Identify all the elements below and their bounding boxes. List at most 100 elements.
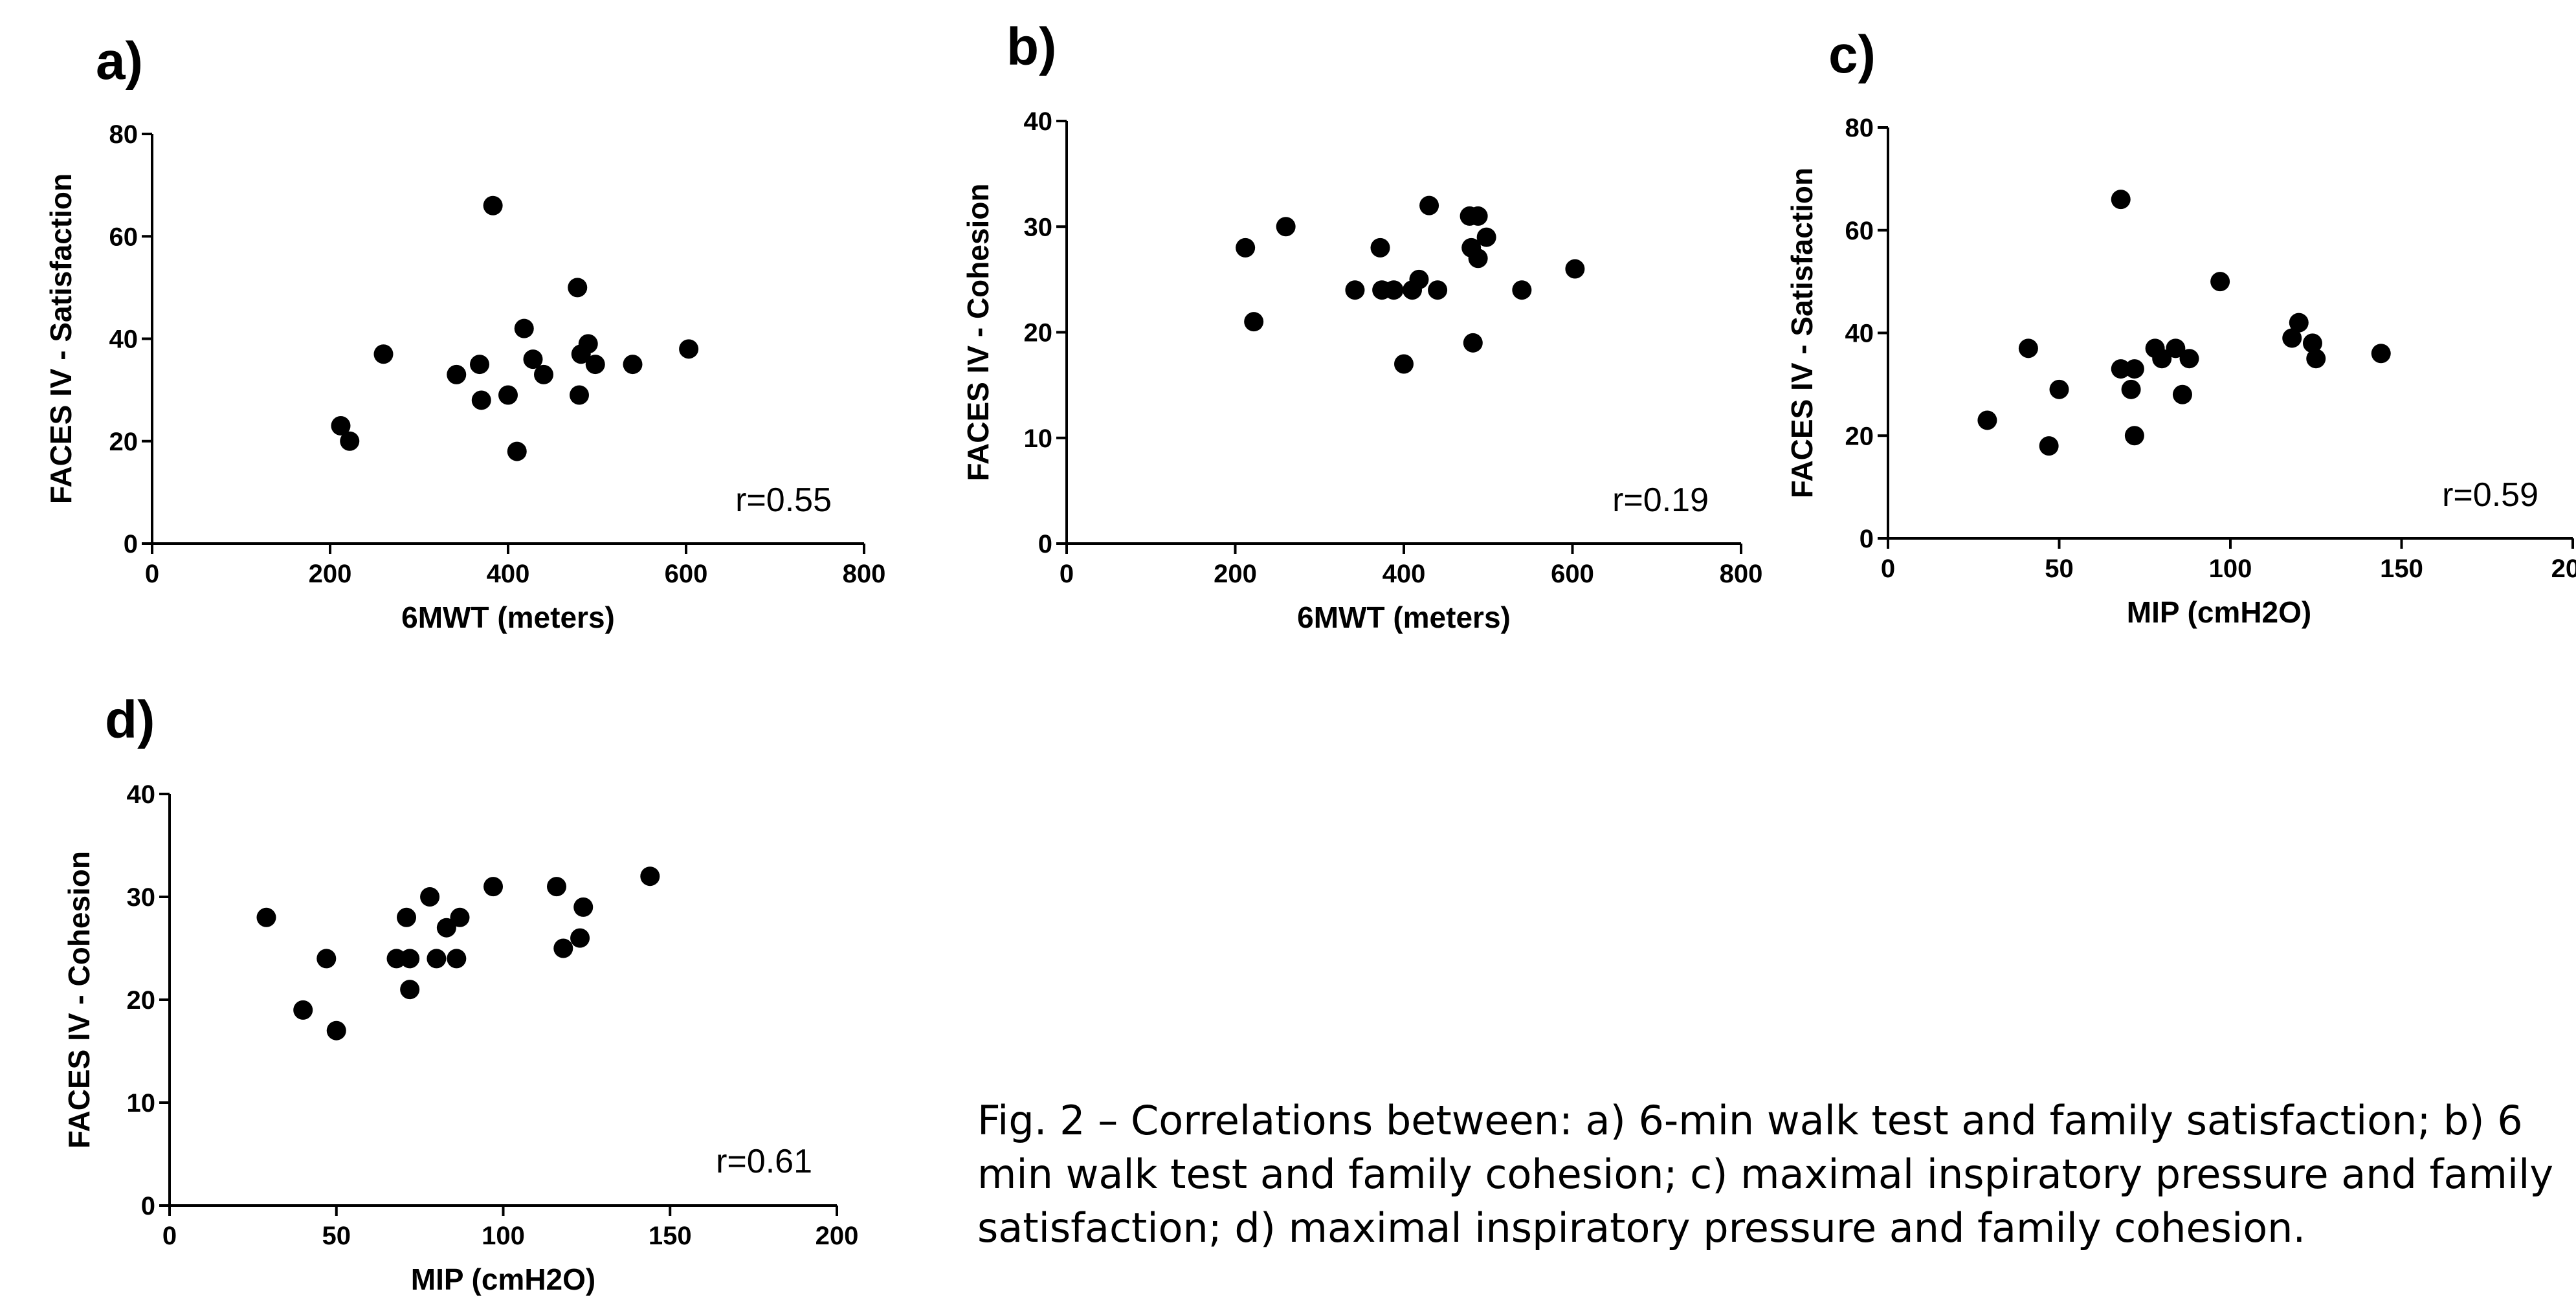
x-tick-label: 0 [1060, 560, 1074, 588]
data-point [2121, 379, 2141, 399]
data-point [470, 355, 489, 375]
data-point [1476, 227, 1496, 247]
data-point [427, 949, 447, 969]
scatter-panel-a: a) 0 200 400 600 800 0 20 40 60 80 6MWT (meters) FAC… [44, 32, 885, 634]
data-point [2124, 426, 2144, 446]
data-point [570, 385, 589, 405]
y-axis-title: FACES IV - Satisfaction [44, 173, 78, 504]
panel-label: a) [96, 32, 143, 91]
data-point [326, 1020, 346, 1041]
data-point [514, 318, 534, 338]
caption-line-3: satisfaction; d) maximal inspiratory pre… [977, 1204, 2306, 1251]
y-tick-label: 40 [1024, 107, 1053, 136]
y-axis-title: FACES IV - Cohesion [62, 851, 96, 1149]
data-point [640, 866, 660, 887]
data-point [1394, 354, 1414, 374]
data-point [293, 1000, 313, 1020]
x-axis-title: MIP (cmH2O) [411, 1262, 595, 1296]
data-point [373, 344, 394, 364]
y-tick-label: 20 [1845, 422, 1874, 450]
data-point [447, 364, 467, 384]
x-tick-label: 400 [487, 560, 530, 588]
data-point [1565, 259, 1585, 279]
scatter-panel-c: c) 0 50 100 150 200 0 20 40 60 80 MIP (cmH2O) FACES … [1785, 25, 2576, 629]
data-point [450, 907, 470, 927]
data-point [2039, 436, 2059, 456]
x-tick-label: 200 [816, 1222, 859, 1250]
data-point [1468, 248, 1488, 269]
x-tick-label: 0 [145, 560, 159, 588]
data-point [331, 416, 351, 436]
data-point [2152, 349, 2172, 369]
data-point [1419, 195, 1439, 215]
y-tick-label: 20 [109, 428, 139, 456]
data-point [2179, 349, 2199, 369]
x-tick-label: 800 [843, 560, 886, 588]
data-point [1276, 217, 1296, 237]
data-point [1345, 280, 1365, 300]
data-point [1977, 410, 1997, 430]
x-tick-label: 200 [309, 560, 352, 588]
data-point [256, 907, 276, 927]
x-tick-label: 600 [1551, 560, 1594, 588]
y-tick-label: 30 [127, 883, 156, 912]
caption-line-2: min walk test and family cohesion; c) ma… [977, 1151, 2554, 1198]
correlation-label: r=0.19 [1612, 481, 1709, 519]
data-point [2166, 338, 2186, 358]
y-tick-label: 10 [1024, 424, 1053, 453]
x-axis-title: MIP (cmH2O) [2127, 595, 2311, 629]
data-point [623, 355, 643, 375]
data-point [483, 877, 504, 897]
data-point [1428, 280, 1448, 300]
y-tick-label: 0 [124, 530, 138, 558]
data-point [523, 349, 543, 369]
correlation-label: r=0.59 [2442, 476, 2538, 514]
data-point [2124, 359, 2144, 379]
data-point [400, 949, 420, 969]
x-tick-label: 600 [665, 560, 708, 588]
data-point [507, 441, 527, 461]
data-point [483, 195, 503, 215]
x-tick-label: 400 [1382, 560, 1426, 588]
data-point [1463, 333, 1483, 353]
data-point [1236, 237, 1256, 258]
x-tick-label: 0 [1881, 555, 1895, 583]
data-point [340, 431, 360, 451]
data-point [2282, 328, 2302, 348]
scatter-panel-b: b) 0 200 400 600 800 0 10 20 30 40 6MWT (meters) FAC… [961, 17, 1762, 634]
data-point [553, 938, 573, 958]
data-point [1468, 206, 1488, 226]
scatter-panel-d: d) 0 50 100 150 200 0 10 20 30 40 MIP (cmH2O) FACES … [62, 690, 858, 1296]
data-point [1244, 312, 1264, 332]
data-point [2049, 379, 2069, 399]
caption-line-1: Fig. 2 – Correlations between: a) 6-min … [977, 1097, 2523, 1144]
y-tick-label: 0 [1860, 525, 1874, 553]
panel-label: b) [1006, 17, 1056, 76]
y-tick-label: 10 [127, 1089, 156, 1118]
y-tick-label: 80 [109, 120, 139, 149]
panel-label: c) [1828, 25, 1876, 84]
figure-caption: Fig. 2 – Correlations between: a) 6-min … [977, 1094, 2576, 1255]
x-tick-label: 50 [322, 1222, 351, 1250]
correlation-label: r=0.55 [735, 481, 832, 519]
panel-label: d) [105, 690, 155, 749]
x-tick-label: 0 [162, 1222, 177, 1250]
x-tick-label: 200 [1214, 560, 1257, 588]
x-tick-label: 800 [1720, 560, 1763, 588]
data-point [316, 949, 337, 969]
data-point [546, 877, 566, 897]
correlation-label: r=0.61 [716, 1143, 812, 1180]
data-point [1370, 237, 1390, 258]
y-tick-label: 0 [1038, 530, 1052, 558]
data-point [397, 907, 417, 927]
x-tick-label: 100 [482, 1222, 525, 1250]
data-point [570, 928, 590, 948]
data-point [2172, 384, 2192, 404]
data-point [2018, 338, 2038, 358]
data-point [2111, 359, 2131, 379]
y-axis-title: FACES IV - Satisfaction [1785, 168, 1819, 498]
data-point [471, 390, 491, 410]
x-axis-title: 6MWT (meters) [1297, 600, 1511, 634]
data-point [1384, 280, 1404, 300]
data-point [2302, 333, 2322, 353]
